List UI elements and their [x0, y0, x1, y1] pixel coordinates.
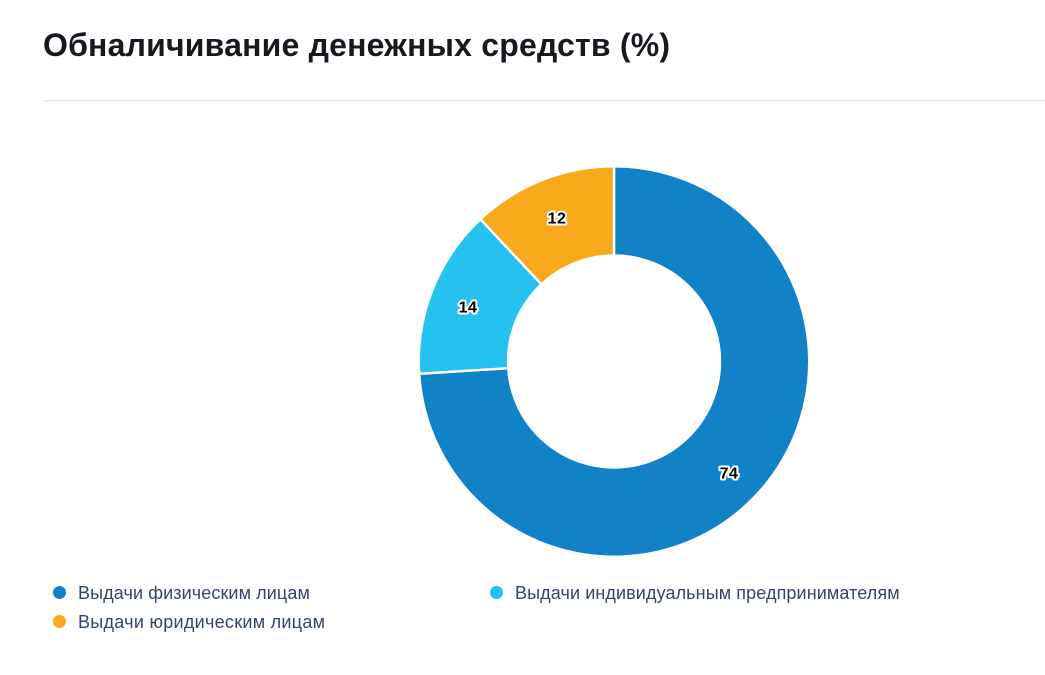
- svg-text:74: 74: [720, 466, 739, 483]
- svg-text:14: 14: [459, 300, 478, 317]
- svg-text:12: 12: [548, 211, 567, 228]
